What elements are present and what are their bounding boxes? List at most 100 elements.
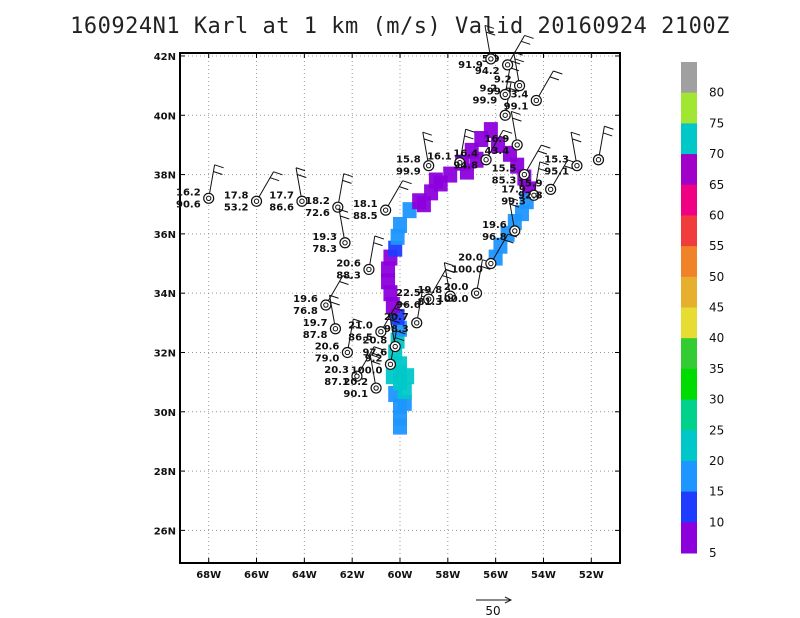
longitude-label: 58W (435, 570, 460, 581)
wind-barb-flag (397, 301, 408, 306)
station-circle-icon-inner (531, 192, 537, 199)
wind-barb-staff (507, 35, 526, 66)
wind-barb-flag (342, 179, 352, 184)
latitude-label: 36N (154, 230, 176, 241)
station-percent: 53.2 (224, 202, 249, 213)
station-wind-speed: 15.8 (396, 155, 421, 166)
wind-barb-flag (499, 135, 509, 140)
wind-barb-staff (422, 132, 430, 166)
longitude-label: 64W (292, 570, 317, 581)
wind-swath-layer (381, 122, 537, 435)
station-marker: 15.395.1 (544, 131, 583, 178)
colorbar-swatch (681, 307, 697, 339)
wind-barb-staff (368, 235, 376, 270)
wind-barb-flag (370, 354, 380, 359)
wind-barb-flag (509, 203, 520, 208)
station-circle-icon (513, 80, 526, 92)
latitude-label: 34N (154, 289, 176, 300)
wind-barb-flag (512, 117, 522, 122)
station-wind-speed: 13.4 (504, 89, 529, 100)
station-circle-icon-inner (387, 361, 394, 368)
station-wind-speed: 16.4 (453, 149, 478, 160)
station-circle-icon (485, 257, 497, 270)
wind-barb-flag (423, 138, 434, 143)
station-marker: 17.853.2 (224, 171, 283, 213)
colorbar-swatch (681, 460, 697, 493)
station-circle-icon (329, 323, 342, 335)
wind-barb-staff (388, 312, 396, 347)
wind-barb-flag (511, 110, 521, 115)
wind-barb-flag (484, 24, 495, 29)
wind-barb-flag (485, 31, 496, 36)
station-percent: 91.9 (458, 60, 483, 71)
station-wind-speed: 16.2 (176, 187, 201, 198)
wind-barb-flag (510, 60, 521, 65)
station-marker: 20.688.3 (336, 235, 384, 281)
wind-barb-flag (374, 235, 384, 240)
longitude-label: 60W (388, 570, 413, 581)
station-circle-icon (502, 59, 514, 71)
station-marker: 20.387.1 (324, 346, 384, 388)
wind-barb-flag (338, 208, 349, 213)
station-circle-icon-inner (488, 260, 494, 267)
station-percent: 86.6 (269, 202, 294, 213)
station-wind-speed: 9.2 (479, 84, 497, 95)
station-marker: 20.897.6 (363, 312, 401, 359)
station-circle-icon (530, 94, 542, 107)
colorbar: 80 75 70 65 60 55 50 45 40 35 30 25 20 15 10 5 (681, 62, 724, 560)
station-circle-icon (499, 88, 511, 101)
station-circle-icon-inner (425, 296, 432, 302)
station-percent: 90.1 (343, 389, 368, 400)
station-percent: 100.0 (451, 265, 483, 276)
wind-barb-flag (524, 34, 534, 39)
wind-barb-staff (513, 52, 521, 86)
wind-barb-flag (396, 330, 406, 335)
station-circle-icon-inner (574, 162, 580, 169)
station-percent: 81.3 (418, 297, 443, 308)
wind-barb-flag (390, 319, 400, 324)
wind-barb-flag (504, 239, 514, 244)
station-percent: 92.8 (518, 190, 543, 201)
wind-barb-staff (550, 159, 569, 190)
station-percent: 95.1 (544, 167, 569, 178)
station-circle-icon (499, 109, 511, 121)
longitude-label: 68W (196, 570, 221, 581)
station-circle-icon-inner (483, 157, 489, 163)
colorbar-label: 50 (709, 270, 724, 284)
colorbar-label: 20 (709, 454, 724, 468)
station-circle-icon-inner (502, 91, 508, 98)
wind-barb-staff (490, 233, 509, 264)
wind-barb-flag (509, 88, 520, 92)
station-wind-speed: 20.2 (343, 377, 368, 388)
station-percent: 96.6 (396, 300, 421, 311)
wind-barb-staff (570, 132, 578, 166)
swath-cell (469, 151, 484, 168)
colorbar-swatch (681, 399, 697, 431)
latitude-label: 42N (154, 52, 176, 63)
station-percent: 76.8 (293, 306, 318, 317)
wind-barb-staff (508, 197, 516, 231)
station-circle-icon-inner (512, 228, 518, 234)
wind-barb-flag (342, 275, 353, 280)
station-percent: 90.6 (176, 199, 201, 210)
wind-barb-staff (338, 209, 346, 243)
colorbar-swatch (681, 430, 697, 462)
wind-barb-staff (535, 70, 554, 101)
station-circle-icon-inner (382, 207, 389, 213)
wind-barb-flag (214, 164, 224, 169)
wind-barb-flag (370, 352, 380, 357)
station-circle-icon (571, 160, 583, 172)
wind-barb-flag (564, 165, 574, 170)
wind-barb-flag (353, 318, 363, 323)
station-marker: 15.585.3 (492, 144, 551, 187)
station-marker: 16.290.6 (176, 164, 224, 210)
station-circle-icon (423, 293, 435, 305)
station-percent: 100.0 (351, 365, 383, 376)
wind-barb-flag (570, 131, 581, 136)
station-circle-icon-inner (473, 290, 480, 296)
wind-barb-flag (339, 281, 349, 285)
station-circle-icon-inner (332, 326, 339, 332)
colorbar-swatch (681, 62, 697, 94)
